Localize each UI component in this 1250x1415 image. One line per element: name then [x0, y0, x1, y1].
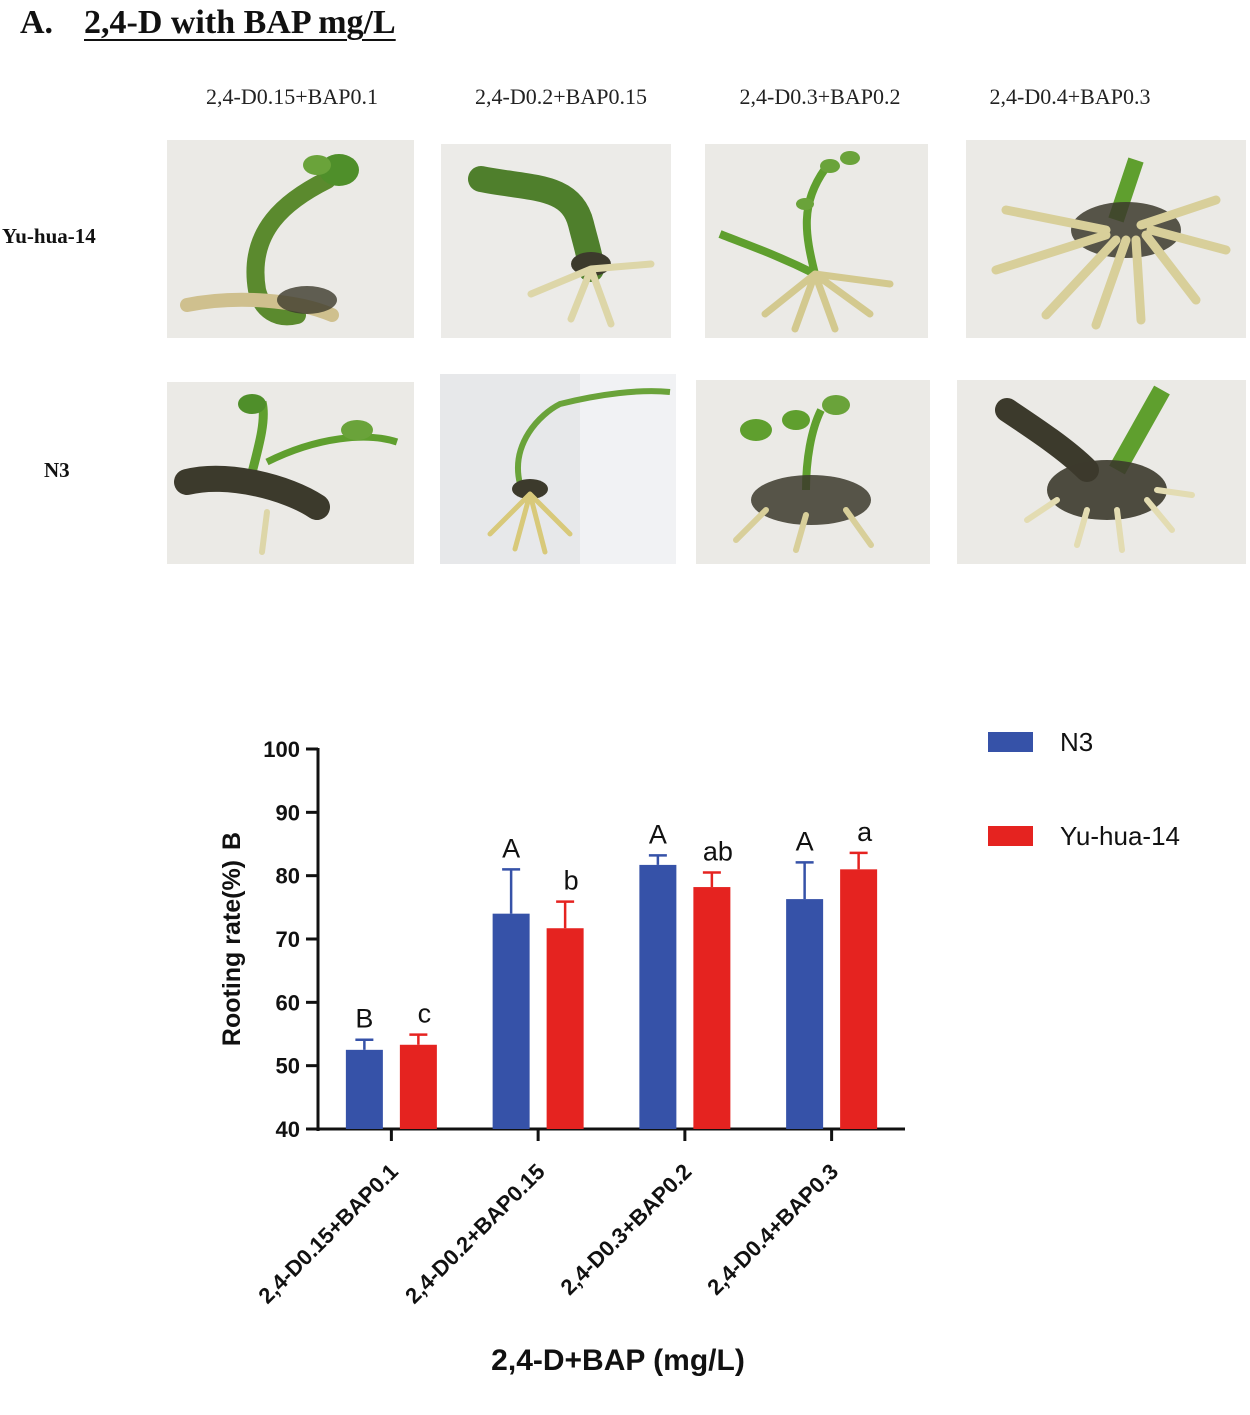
- photo-n3-4: [957, 380, 1246, 564]
- legend-swatch-yu-hua-14: [988, 826, 1033, 846]
- row-label-yuhua: Yu-hua-14: [2, 224, 96, 248]
- x-axis-label: 2,4-D+BAP (mg/L): [491, 1344, 745, 1377]
- y-tick-label-40: 40: [276, 1117, 300, 1142]
- sig-letter-yu-hua-14-1: c: [418, 999, 432, 1029]
- bar-n3-1: [345, 1049, 383, 1129]
- column-label-3: 2,4-D0.3+BAP0.2: [739, 84, 901, 109]
- legend-label-yu-hua-14: Yu-hua-14: [1060, 821, 1180, 851]
- bar-yu-hua-14-4: [840, 869, 878, 1129]
- bar-yu-hua-14-2: [546, 928, 584, 1129]
- column-label-2: 2,4-D0.2+BAP0.15: [475, 84, 647, 109]
- rooting-rate-chart: N3 Yu-hua-14 40 50 60 70 80 90 100 2,4-D0.15+BAP…: [218, 727, 1180, 1377]
- panel-a-title: A. 2,4-D with BAP mg/L: [20, 4, 396, 42]
- legend-label-n3: N3: [1060, 727, 1093, 757]
- photo-n3-3: [696, 380, 930, 564]
- panel-a-heading: 2,4-D with BAP mg/L: [84, 4, 396, 41]
- y-tick-label-80: 80: [276, 864, 300, 889]
- panel-b-letter: B: [218, 832, 246, 850]
- sig-letter-n3-4: A: [796, 826, 814, 856]
- row-label-n3: N3: [44, 458, 70, 482]
- photo-yuhua-4: [966, 140, 1246, 338]
- x-tick-label-2: 2,4-D0.2+BAP0.15: [400, 1159, 550, 1309]
- column-label-4: 2,4-D0.4+BAP0.3: [989, 84, 1151, 109]
- y-tick-label-60: 60: [276, 990, 300, 1015]
- x-tick-label-1: 2,4-D0.15+BAP0.1: [253, 1159, 403, 1309]
- bar-yu-hua-14-3: [693, 887, 731, 1129]
- photo-n3-1: [167, 382, 414, 564]
- sig-letter-n3-2: A: [502, 833, 520, 863]
- y-tick-label-50: 50: [276, 1054, 300, 1079]
- y-axis-label: Rooting rate(%)B: [218, 832, 246, 1046]
- y-tick-label-90: 90: [276, 800, 300, 825]
- photo-yuhua-3: [705, 144, 928, 338]
- legend-swatch-n3: [988, 732, 1033, 752]
- column-label-1: 2,4-D0.15+BAP0.1: [206, 84, 378, 109]
- photo-n3-2: [440, 374, 676, 564]
- x-tick-label-3: 2,4-D0.3+BAP0.2: [556, 1159, 697, 1300]
- y-tick-label-70: 70: [276, 927, 300, 952]
- bar-n3-3: [639, 864, 677, 1129]
- sig-letter-yu-hua-14-2: b: [564, 866, 579, 896]
- sig-letter-n3-1: B: [355, 1004, 373, 1034]
- bar-n3-2: [492, 913, 530, 1129]
- panel-a-letter: A.: [20, 4, 54, 41]
- y-tick-label-100: 100: [263, 737, 300, 762]
- photo-yuhua-1: [167, 140, 414, 338]
- sig-letter-n3-3: A: [649, 819, 667, 849]
- photo-yuhua-2: [441, 144, 671, 338]
- sig-letter-yu-hua-14-4: a: [857, 817, 873, 847]
- x-tick-label-4: 2,4-D0.4+BAP0.3: [702, 1159, 843, 1300]
- bar-n3-4: [786, 899, 824, 1129]
- sig-letter-yu-hua-14-3: ab: [703, 837, 733, 867]
- bar-yu-hua-14-1: [399, 1044, 437, 1129]
